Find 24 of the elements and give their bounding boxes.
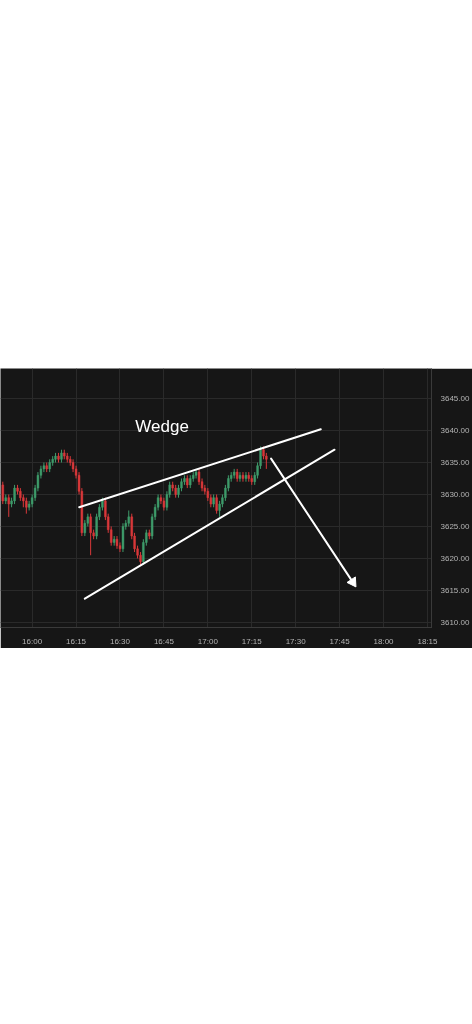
y-tick-label: 3610.00	[440, 617, 470, 627]
y-tick-label: 3640.00	[440, 426, 470, 436]
y-tick-label: 3620.00	[440, 553, 470, 563]
y-tick-label: 3635.00	[440, 458, 470, 468]
x-tick-label: 18:00	[373, 636, 395, 646]
x-tick-label: 17:30	[285, 636, 307, 646]
x-tick-label: 16:30	[109, 636, 131, 646]
y-tick-label: 3630.00	[440, 489, 470, 499]
x-tick-label: 17:45	[329, 636, 351, 646]
candlestick	[1, 481, 4, 505]
x-tick-label: 18:15	[417, 636, 439, 646]
x-tick-label: 16:45	[153, 636, 175, 646]
x-tick-label: 16:00	[22, 636, 43, 646]
x-tick-label: 16:15	[66, 636, 87, 646]
x-tick-label: 17:00	[197, 636, 219, 646]
candlestick	[13, 484, 16, 505]
annotation: Wedge	[135, 416, 189, 436]
candlestick	[121, 522, 125, 553]
x-tick-label: 17:15	[241, 636, 263, 646]
y-tick-label: 3645.00	[440, 394, 470, 404]
candlestick	[238, 471, 242, 483]
y-tick-label: 3625.00	[440, 521, 470, 531]
candlestick	[241, 471, 245, 483]
y-tick-label: 3615.00	[440, 585, 470, 595]
